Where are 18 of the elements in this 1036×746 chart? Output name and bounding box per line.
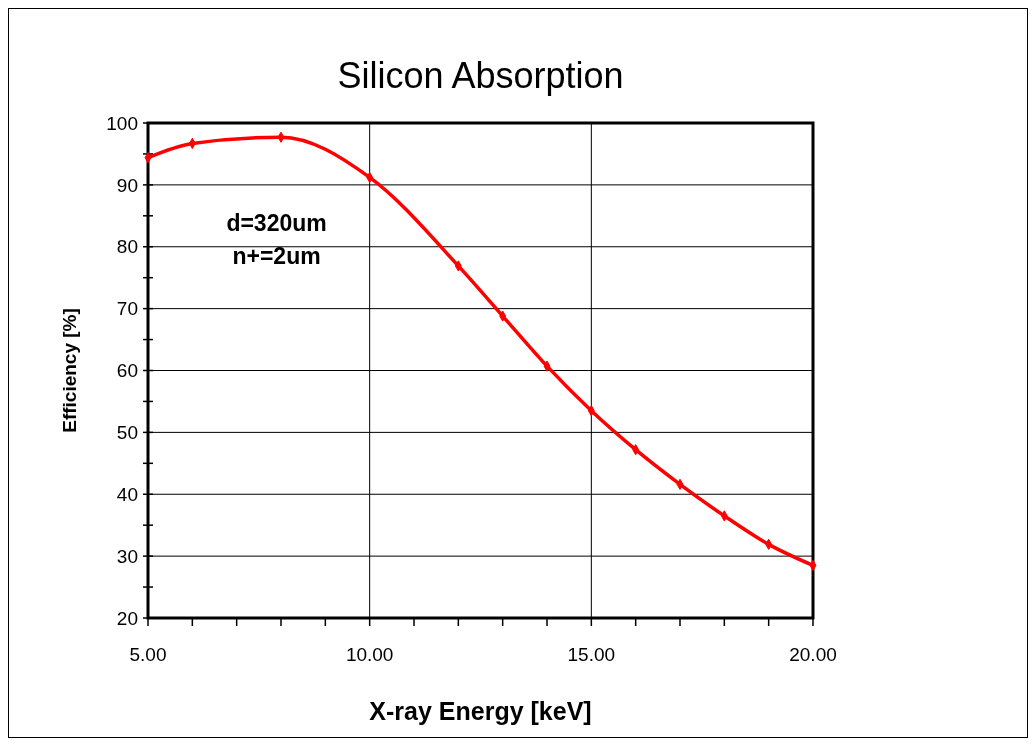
- y-tick-label: 100: [106, 112, 138, 134]
- x-axis-title: X-ray Energy [keV]: [369, 697, 592, 725]
- y-axis-title: Efficiency [%]: [59, 308, 80, 433]
- chart-title: Silicon Absorption: [337, 55, 624, 96]
- y-tick-label: 40: [116, 483, 138, 505]
- annotation: d=320um: [226, 210, 327, 237]
- y-tick-label: 70: [116, 298, 138, 320]
- y-tick-label: 80: [116, 236, 138, 258]
- x-tick-label: 10.00: [345, 644, 394, 665]
- y-tick-label: 50: [116, 422, 138, 444]
- x-tick-label: 15.00: [567, 644, 616, 665]
- y-tick-label: 60: [116, 360, 138, 382]
- annotation: n+=2um: [232, 243, 321, 270]
- x-tick-label: 20.00: [789, 644, 837, 665]
- y-tick-label: 90: [116, 174, 138, 196]
- y-tick-label: 30: [116, 545, 138, 567]
- x-tick-label: 5.00: [129, 644, 167, 665]
- y-tick-label: 20: [116, 607, 138, 629]
